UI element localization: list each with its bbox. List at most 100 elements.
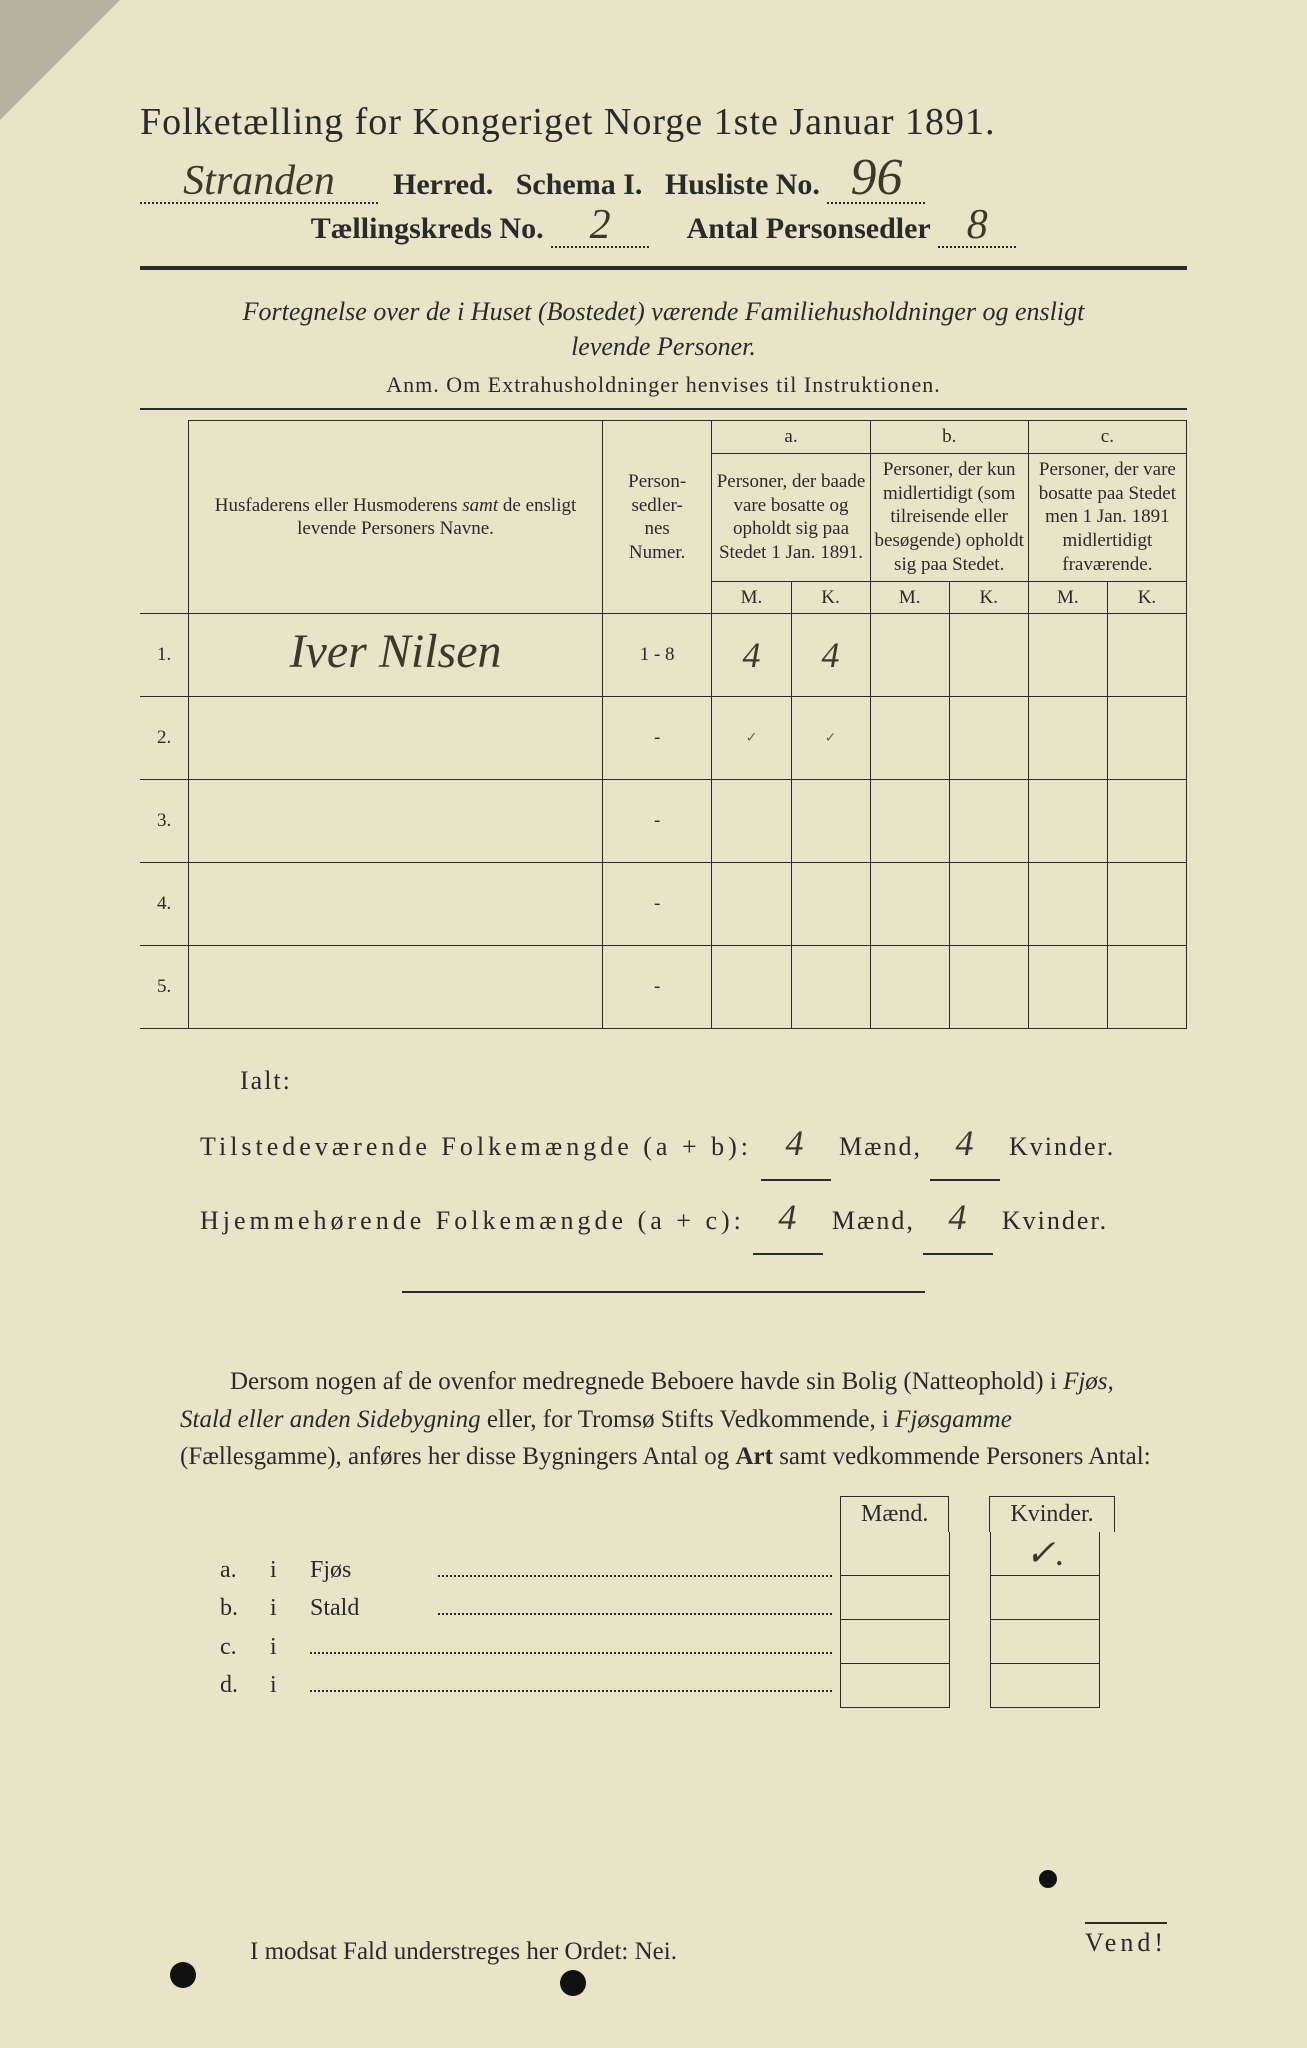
kvinder-label: Kvinder. [1009,1132,1115,1161]
row-n: 2. [140,697,189,780]
maend-label: Mænd, [839,1132,922,1161]
row-a-k: ✓ [791,697,870,780]
row-n: 3. [140,780,189,863]
ink-blot [170,1962,196,1988]
vend-label: Vend! [1085,1922,1167,1958]
th-a-k: K. [791,581,870,614]
table-row: 1. Iver Nilsen 1 - 8 4 4 [140,614,1187,697]
list-item: d. i [220,1671,840,1699]
row-c-m [1028,697,1107,780]
th-names: Husfaderens eller Husmode­rens samt de e… [189,421,603,614]
li-what: Fjøs [310,1557,430,1584]
tilstede-label: Tilstedeværende Folkemængde (a + b): [200,1132,752,1161]
subtitle: Fortegnelse over de i Huset (Bostedet) v… [180,294,1147,364]
totals-block: Ialt: Tilstedeværende Folkemængde (a + b… [200,1055,1187,1255]
mk-kvinder: Kvinder. [989,1496,1114,1532]
husliste-label: Husliste No. [665,168,820,201]
th-a-m: M. [712,581,791,614]
herred-value: Stranden [183,169,335,194]
tkreds-label: Tællingskreds No. [311,212,544,245]
row-name [189,863,603,946]
li-i: i [270,1672,310,1699]
kv-mark: ✓. [1025,1533,1064,1573]
census-form-page: Folketælling for Kongeriget Norge 1ste J… [0,0,1307,2048]
l2-m: 4 [778,1197,798,1237]
ink-blot [560,1970,586,1996]
th-a-letter: a. [712,421,870,454]
antal-value: 8 [967,213,988,238]
row-a-m: ✓ [712,697,791,780]
th-a: Personer, der baade vare bosatte og opho… [712,453,870,581]
schema-label: Schema I. [516,168,643,201]
list-item: b. i Stald [220,1594,840,1622]
li-key: d. [220,1672,270,1699]
ialt-label: Ialt: [240,1055,1187,1107]
row-b-k [949,697,1028,780]
th-b: Personer, der kun midlertidigt (som tilr… [870,453,1028,581]
row-num: - [602,780,712,863]
household-table: Husfaderens eller Husmode­rens samt de e… [140,420,1187,1029]
mk-maend: Mænd. [840,1496,949,1532]
rule-2 [140,408,1187,410]
row-name [189,697,603,780]
rule-1 [140,266,1187,270]
li-i: i [270,1595,310,1622]
li-i: i [270,1557,310,1584]
kvinder-label: Kvinder. [1002,1206,1108,1235]
table-row: 3. - [140,780,1187,863]
row-name: Iver Nilsen [189,614,603,697]
dersom-paragraph: Dersom nogen af de ovenfor medregnede Be… [180,1363,1167,1476]
antal-label: Antal Personsedler [687,212,931,245]
th-c-letter: c. [1028,421,1186,454]
hjemme-label: Hjemmehørende Folkemængde (a + c): [200,1206,745,1235]
th-c: Personer, der vare bosatte paa Stedet me… [1028,453,1186,581]
ink-blot [1039,1870,1057,1888]
row-n: 4. [140,863,189,946]
rule-3 [402,1291,926,1293]
li-dots [310,1632,832,1653]
row-num: - [602,946,712,1029]
maend-label: Mænd, [832,1206,915,1235]
li-i: i [270,1634,310,1661]
row-num: 1 - 8 [602,614,712,697]
li-dots [310,1671,832,1692]
th-b-m: M. [870,581,949,614]
li-key: b. [220,1595,270,1622]
th-c-m: M. [1028,581,1107,614]
tkreds-no: 2 [590,213,611,238]
nei-line: I modsat Fald understreges her Ordet: Ne… [250,1938,1187,1966]
li-dots [438,1594,832,1615]
subtitle-l2: levende Personer. [571,332,756,361]
mk-cells: ✓. [840,1532,1187,1708]
row-n: 5. [140,946,189,1029]
row-b-k [949,614,1028,697]
th-b-letter: b. [870,421,1028,454]
th-numer: Person- sedler- nes Numer. [602,421,712,614]
l1-k: 4 [955,1123,975,1163]
l1-m: 4 [786,1123,806,1163]
li-dots [438,1556,832,1577]
husliste-no: 96 [850,162,902,193]
li-key: c. [220,1634,270,1661]
l2-k: 4 [948,1197,968,1237]
list-item: c. i [220,1632,840,1660]
row-b-m [870,697,949,780]
mk-header: Mænd. Kvinder. [840,1496,1187,1532]
page-dogear [0,0,120,120]
row-num: - [602,697,712,780]
row-c-m [1028,614,1107,697]
header-line-3: Tællingskreds No. 2 Antal Personsedler 8 [140,212,1187,248]
li-what: Stald [310,1595,430,1622]
row-num: - [602,863,712,946]
row-n: 1. [140,614,189,697]
header-line-2: Stranden Herred. Schema I. Husliste No. … [140,162,1187,204]
th-c-k: K. [1107,581,1186,614]
table-row: 5. - [140,946,1187,1029]
row-c-k [1107,614,1186,697]
list-item: a. i Fjøs [220,1556,840,1584]
row-c-k [1107,697,1186,780]
li-key: a. [220,1557,270,1584]
row-a-m: 4 [712,614,791,697]
th-b-k: K. [949,581,1028,614]
page-title: Folketælling for Kongeriget Norge 1ste J… [140,100,1187,144]
